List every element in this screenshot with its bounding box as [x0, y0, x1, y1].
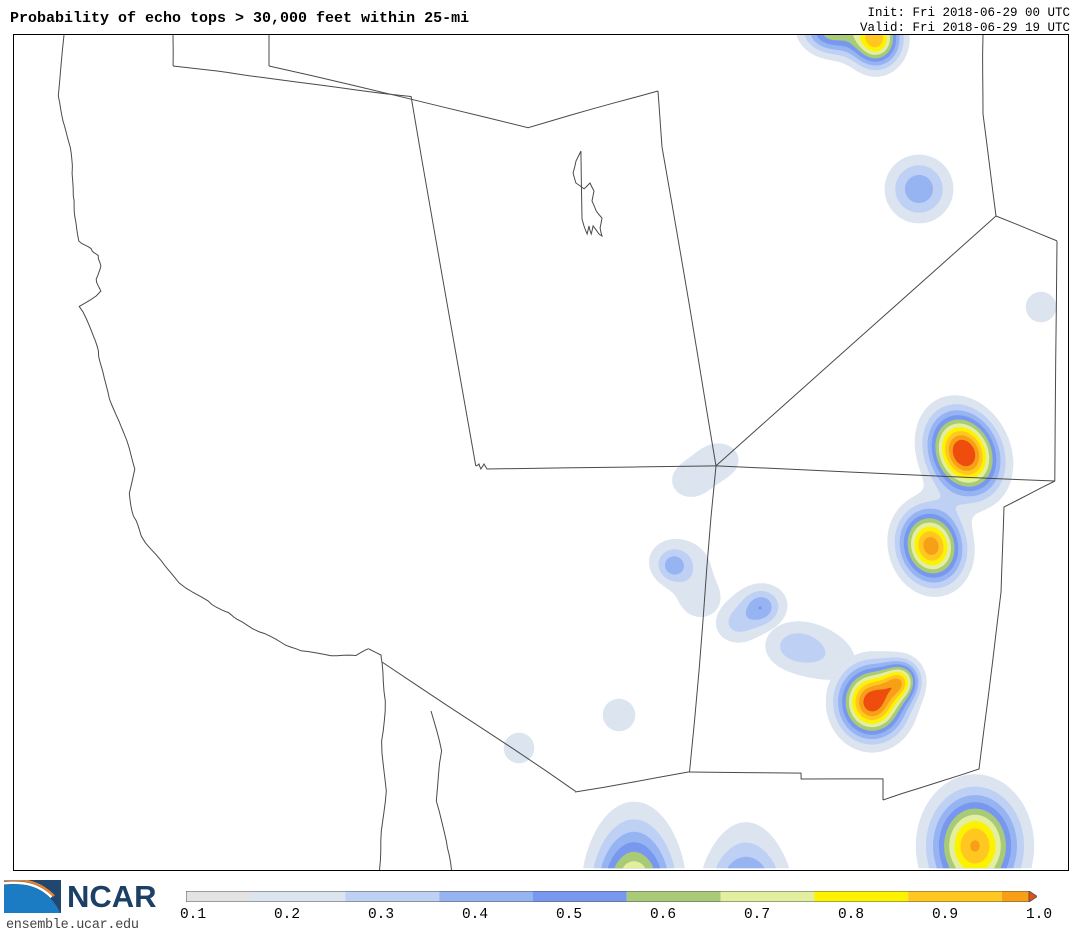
svg-text:NCAR: NCAR	[67, 880, 157, 914]
